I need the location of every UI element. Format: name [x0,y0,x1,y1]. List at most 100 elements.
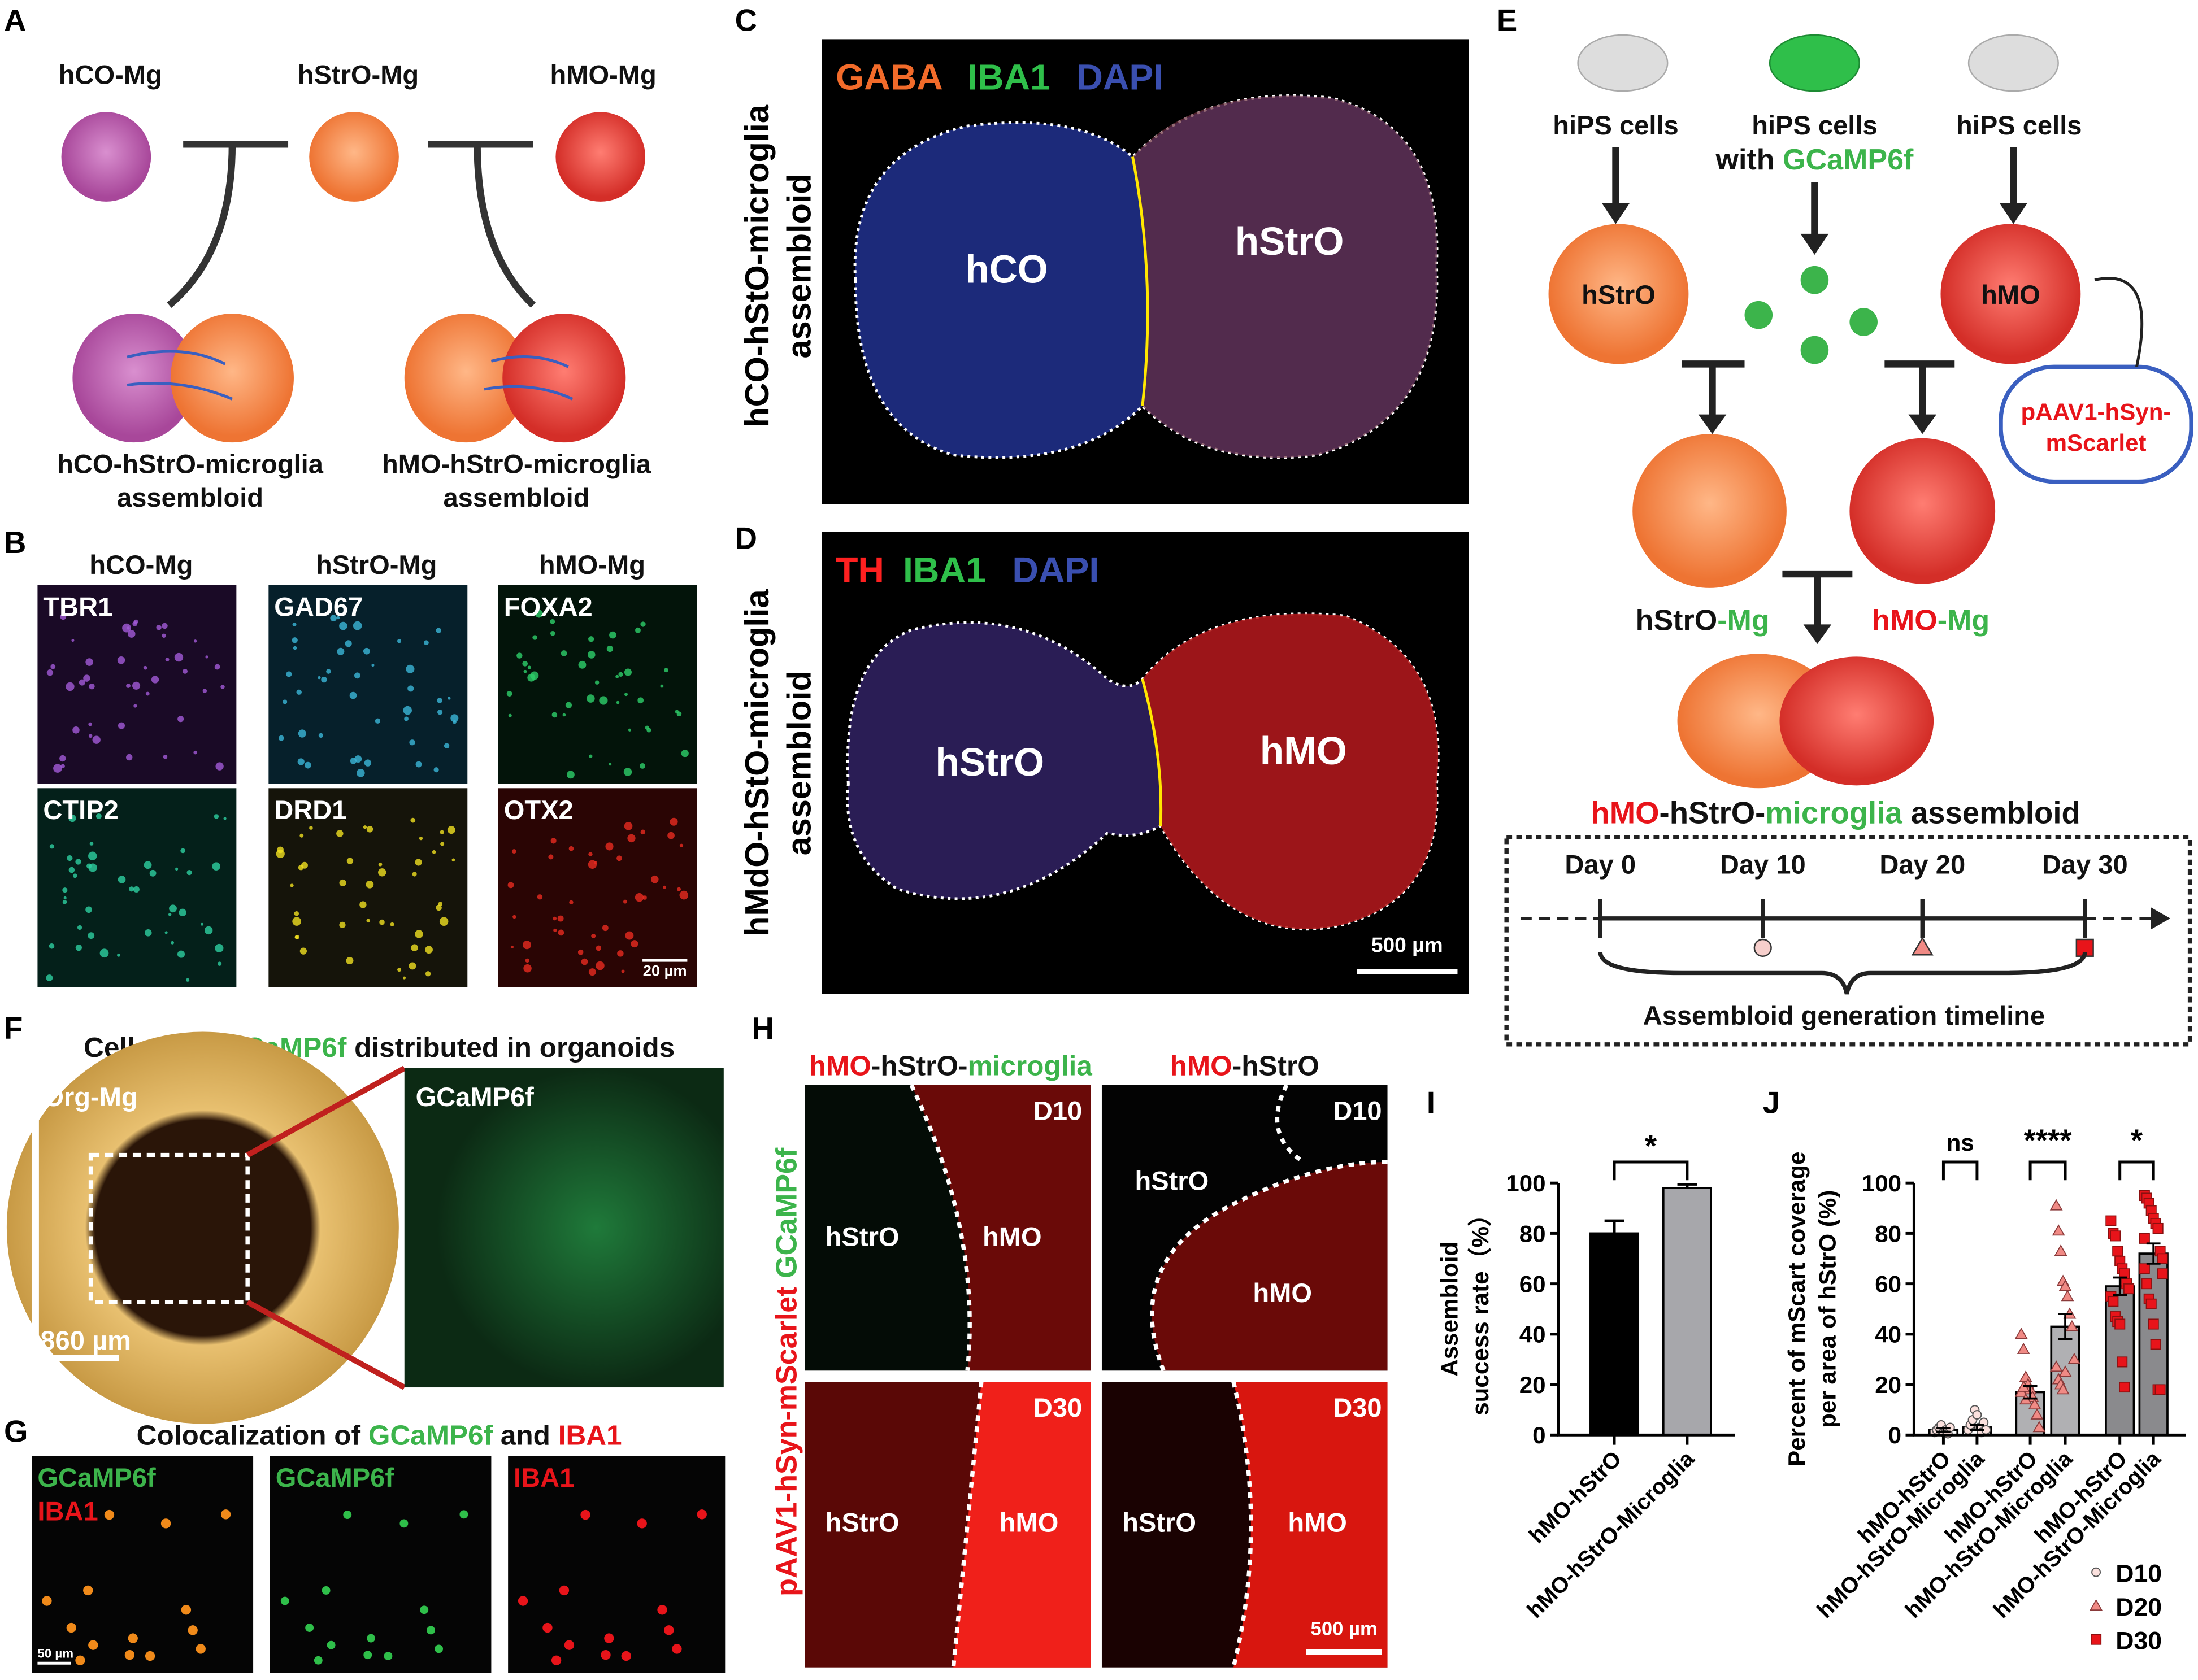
cell-dot [403,976,406,980]
j-point [2123,1283,2135,1295]
cell-dot [305,761,311,769]
c-stain-iba1: IBA1 [967,57,1050,98]
j-sig-bracket [1941,1160,1979,1181]
cell-dot [162,623,168,629]
iba1-cell-dot [637,1518,647,1529]
cell-dot [550,838,557,844]
j-sig-bracket [2028,1160,2067,1181]
cell-dot [276,849,285,858]
cell-dot [215,762,224,771]
ctip2-label: CTIP2 [43,795,118,825]
g-merge-label-iba1: IBA1 [37,1496,98,1526]
hco-organoid [61,112,151,202]
cell-dot [679,843,684,847]
f-gcamp-label: GCaMP6f [416,1082,535,1112]
j-errorbar-2 [2023,1385,2038,1400]
d-side-label-l2: assembloid [780,671,818,855]
d-side-label-l1: hMdO-hStO-microglia [738,589,776,937]
cell-dot [83,674,90,682]
c-stain-gaba: GABA [836,57,943,98]
cell-dot [588,651,596,659]
cell-dot [594,680,600,685]
j-point [2061,1290,2074,1302]
gad67-label: GAD67 [274,591,363,621]
cell-dot [337,647,345,655]
e-arrowheads-mid [1698,414,1937,434]
cell-dot [637,697,644,704]
cell-dot [330,615,337,621]
cell-dot [424,640,429,646]
hips-cluster-gcamp [1769,34,1860,92]
d-stain-iba1: IBA1 [903,550,986,590]
cell-dot [525,958,529,963]
e-plasmid-l2: mScarlet [2046,429,2147,456]
panel-letter-b: B [4,525,26,560]
cell-dot [621,969,625,973]
cell-dot [618,672,623,677]
cell-dot [127,630,136,638]
h-left-2: hStrO [1135,1166,1209,1196]
cell-dot [75,945,82,951]
g-merge-image [32,1456,254,1673]
cell-dot [506,691,512,697]
cell-dot [53,764,62,773]
cell-dot [290,883,294,887]
cell-dot [640,829,645,835]
c-hstro-region [1132,95,1437,458]
cell-dot [122,623,131,633]
hips-cluster-1 [1577,34,1669,92]
e-marker-d10 [1753,938,1772,957]
cell-dot [550,630,555,636]
panel-a: hCO-Mg hStrO-Mg hMO-Mg hCO-hStrO-microgl… [57,60,657,512]
cell-dot [432,850,436,854]
cell-dot [433,767,439,773]
cell-dot [179,908,186,916]
cell-dot [366,919,370,923]
b-cell-dots [46,610,689,982]
cell-dot [635,627,641,633]
cell-dot [165,658,170,662]
cell-dot [523,669,527,673]
cell-dot [364,759,372,767]
cell-dot [164,931,168,934]
cell-dot [336,830,344,837]
e-timeline-arrowhead [2151,907,2170,930]
panel-letter-f: F [4,1011,23,1046]
cell-dot [599,696,608,705]
cell-dot [85,658,93,666]
h-left-4: hStrO [1122,1507,1196,1537]
cell-dot [616,855,622,861]
cell-dot [354,672,360,679]
merged-cell-dot [220,1509,231,1520]
panel-d: TH IBA1 DAPI hStrO hMO 500 µm hMdO-hStO-… [738,532,1469,994]
j-point [2052,1224,2065,1236]
cell-dot [297,758,305,765]
cell-dot [129,886,134,892]
cell-dot [660,684,664,688]
cell-dot [508,713,512,717]
c-side-label-l2: assembloid [780,173,818,358]
cell-dot [624,693,628,697]
cell-dot [299,947,307,955]
cell-dot [677,887,681,891]
cell-dot [589,754,593,758]
cell-dot [163,755,168,759]
i-errorbar-1 [1677,1182,1697,1189]
cell-dot [411,944,418,951]
cell-dot [339,921,346,928]
hips-cluster-3 [1967,34,2059,92]
i-ytick-label: 40 [1519,1321,1546,1348]
j-point [2067,1352,2081,1364]
f-zoom-box [88,1152,250,1304]
j-point [2119,1381,2130,1393]
cell-dot [118,722,125,729]
cell-dot [628,728,632,732]
cell-dot [220,685,225,689]
panel-e: hiPS cells hiPS cells with GCaMP6f hiPS … [1504,34,2193,1047]
cell-dot [162,633,166,638]
cell-dot [437,710,443,715]
cell-dot [223,817,227,820]
j-point [2150,1339,2161,1350]
cell-dot [283,699,288,704]
j-point [2157,1253,2168,1264]
